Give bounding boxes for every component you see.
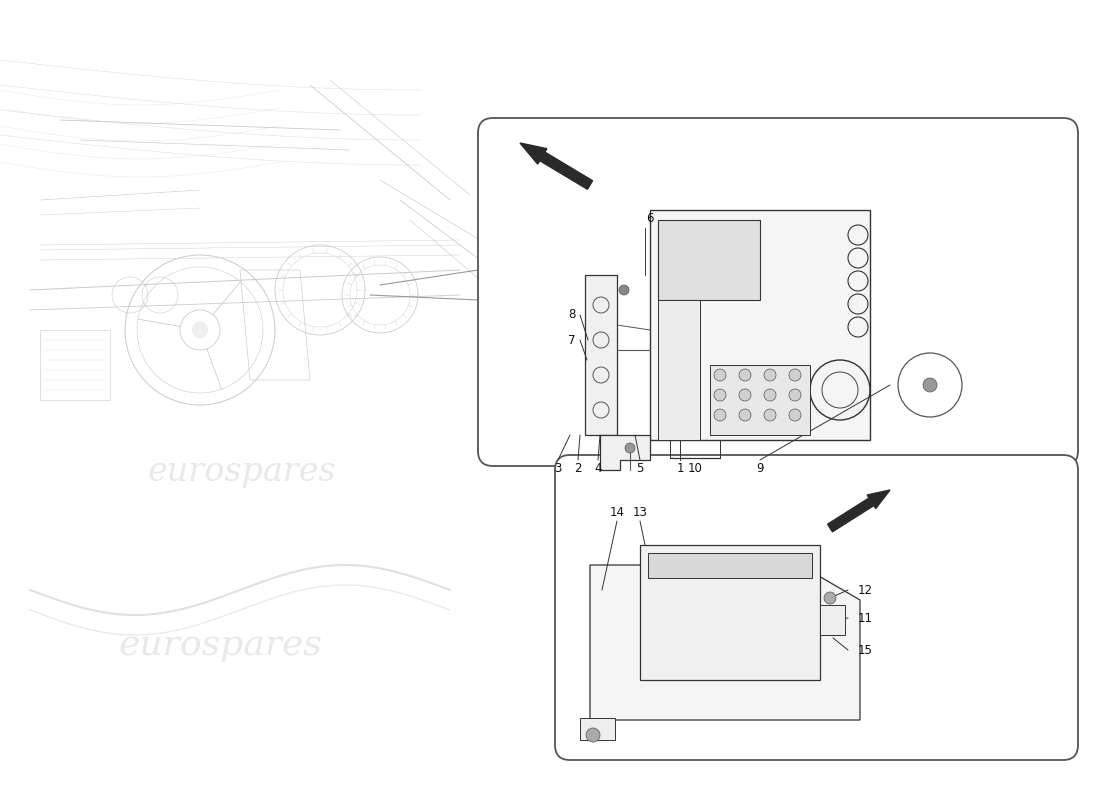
Circle shape [739,409,751,421]
Polygon shape [580,718,615,740]
Polygon shape [648,553,812,578]
Polygon shape [640,545,820,680]
Circle shape [789,409,801,421]
Text: 4: 4 [594,462,602,474]
Text: eurospares: eurospares [686,456,876,488]
Text: 10: 10 [688,462,703,474]
Text: 2: 2 [574,462,582,474]
Text: 9: 9 [757,462,763,474]
Circle shape [586,728,600,742]
Polygon shape [600,435,650,470]
Circle shape [714,389,726,401]
Polygon shape [710,365,810,435]
Polygon shape [590,565,860,720]
Circle shape [739,369,751,381]
Text: 15: 15 [858,643,872,657]
Circle shape [789,389,801,401]
Polygon shape [820,605,845,635]
Text: eurospares: eurospares [147,456,337,488]
Text: eurospares: eurospares [686,160,876,192]
Text: 7: 7 [569,334,575,346]
Circle shape [739,389,751,401]
Polygon shape [520,143,593,190]
Text: 11: 11 [858,611,872,625]
Text: eurospares: eurospares [118,628,322,662]
Circle shape [764,389,776,401]
Circle shape [619,285,629,295]
Circle shape [714,369,726,381]
Circle shape [824,592,836,604]
Polygon shape [658,220,760,300]
FancyBboxPatch shape [556,455,1078,760]
Polygon shape [827,490,890,532]
Text: 13: 13 [632,506,648,519]
Text: 14: 14 [609,506,625,519]
FancyBboxPatch shape [478,118,1078,466]
Polygon shape [658,300,700,440]
Text: 3: 3 [554,462,562,474]
Text: 1: 1 [676,462,684,474]
Text: 12: 12 [858,583,872,597]
Bar [965,140,987,195]
Circle shape [764,369,776,381]
Circle shape [789,369,801,381]
Circle shape [625,443,635,453]
Polygon shape [650,210,870,440]
Circle shape [192,322,208,338]
Text: 5: 5 [636,462,644,474]
Polygon shape [585,275,617,435]
Text: 8: 8 [569,309,575,322]
Circle shape [714,409,726,421]
Text: 6: 6 [647,211,653,225]
Circle shape [923,378,937,392]
Circle shape [764,409,776,421]
